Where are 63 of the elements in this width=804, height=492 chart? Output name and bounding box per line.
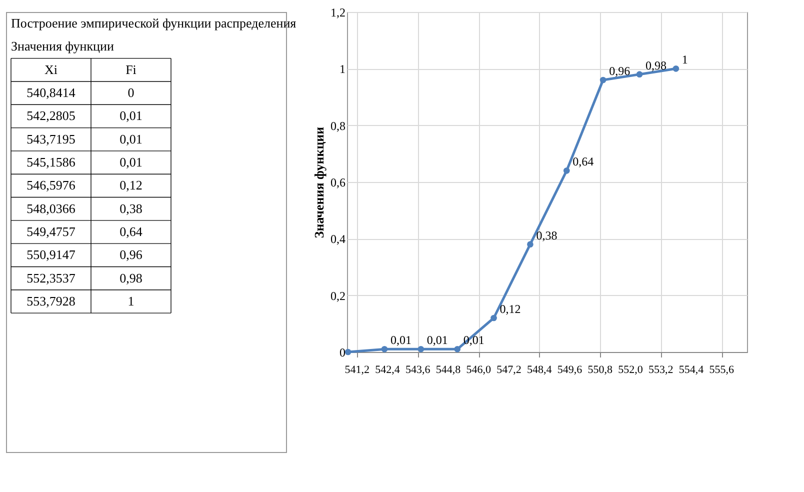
text: 548,0366 [26,200,76,216]
point [636,71,643,78]
y-tick-label: 1,2 [330,6,346,20]
text: 553,7928 [26,293,76,308]
point [527,241,534,248]
text: Значения функции [11,38,114,54]
text: 552,3537 [26,270,76,286]
y-tick-label: 0,8 [330,118,346,133]
data-label: 0,96 [609,64,630,78]
text: 0,98 [120,270,142,286]
x-tick-label: 552,0 [618,364,644,376]
point [490,314,497,322]
x-tick-label: 544,8 [436,364,462,376]
text: 0,01 [120,154,142,170]
x-tick-label: 547,2 [496,364,522,376]
text: Fi [126,62,137,77]
data-label: 0,64 [572,154,594,169]
point [454,346,461,352]
text: 543,7195 [26,131,76,146]
y-tick-label: 0,4 [330,232,346,246]
x-tick-label: 553,2 [648,364,674,376]
point [672,66,680,72]
data-label: 0,98 [646,58,666,72]
data-label: 0,01 [426,333,448,348]
point [418,346,424,352]
text: 0 [128,85,134,100]
data-label: 0,01 [390,333,412,348]
x-tick-label: 554,4 [678,364,704,376]
point [563,168,570,174]
text: 0,64 [120,224,143,239]
point [600,76,606,84]
x-tick-label: 541,2 [344,364,370,376]
text: 549,4757 [26,224,76,239]
y-tick-label: 0 [340,346,346,360]
text: 542,2805 [26,108,76,124]
data-label: 0,12 [500,302,521,316]
y-tick-label: 1 [340,62,346,76]
point [344,348,352,356]
text: 0,01 [120,108,142,124]
x-tick-label: 542,4 [375,364,400,376]
y-tick-label: 0,2 [330,288,346,303]
x-tick-label: 550,8 [588,364,614,376]
x-tick-label: 546,0 [466,364,492,376]
x-tick-label: 548,4 [527,364,552,376]
data-label: 1 [682,52,688,67]
text: 0,38 [120,200,142,216]
text: Xi [44,62,58,77]
point [381,346,388,352]
text: 540,8414 [26,85,76,100]
text: 0,01 [120,131,142,146]
text: 0,12 [120,178,142,193]
text: Построение эмпирической функции распределения [11,16,296,31]
x-tick-label: 549,6 [557,364,583,376]
y-tick-label: 0,6 [330,176,346,190]
x-tick-label: 555,6 [709,364,735,376]
x-tick-label: 543,6 [406,364,431,376]
text: 546,5976 [26,178,76,193]
y-axis-title: Значения функции [312,126,326,238]
data-label: 0,38 [536,228,558,242]
text: 0,96 [120,247,143,262]
text: 1 [128,293,134,308]
text: 550,9147 [26,247,76,262]
text: 545,1586 [26,154,76,170]
